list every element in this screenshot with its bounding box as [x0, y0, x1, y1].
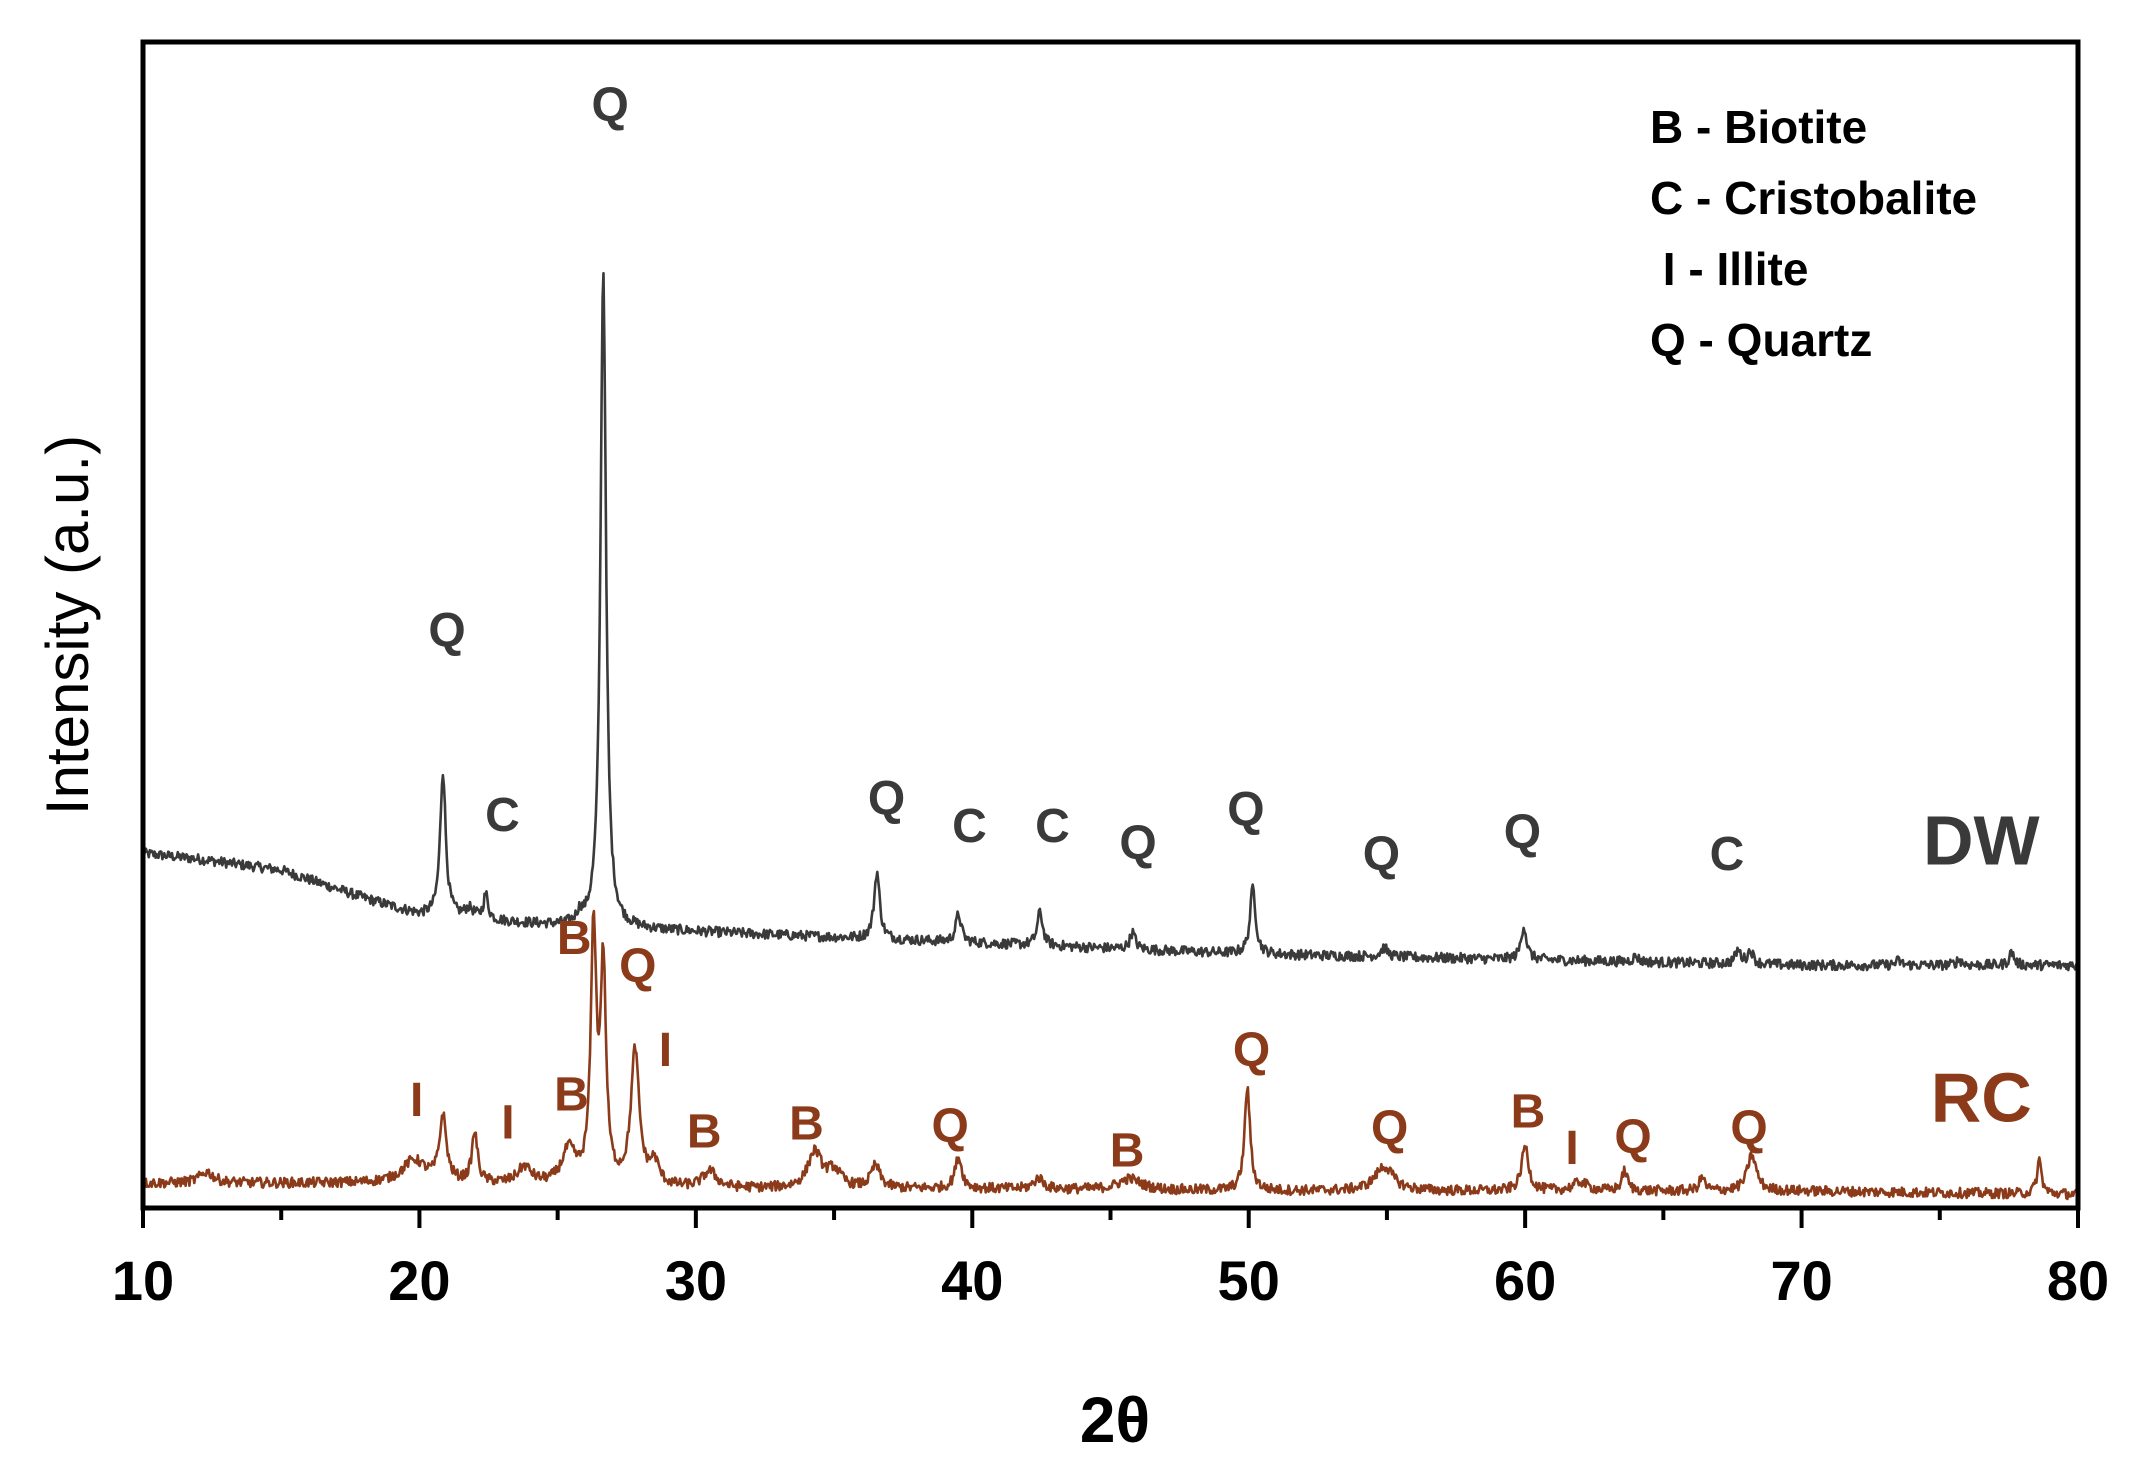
peak-label-dw-3: Q [868, 772, 905, 825]
peak-label-dw-8: Q [1363, 828, 1400, 881]
peak-label-rc-9: B [1110, 1125, 1145, 1178]
x-axis-title: 2θ [1080, 1384, 1150, 1456]
peak-label-rc-10: Q [1233, 1024, 1270, 1077]
peak-label-dw-6: Q [1119, 817, 1156, 870]
x-tick-label-20: 20 [388, 1249, 450, 1312]
peak-label-dw-9: Q [1504, 806, 1541, 859]
peak-label-dw-10: C [1710, 828, 1745, 881]
legend-entry-illite: I - Illite [1650, 243, 1808, 295]
legend: B - Biotite C - Cristobalite I - Illite … [1650, 101, 1977, 366]
x-tick-label-80: 80 [2047, 1249, 2109, 1312]
x-tick-label-40: 40 [941, 1249, 1003, 1312]
peak-label-rc-11: Q [1371, 1102, 1408, 1155]
peak-label-dw-4: C [952, 800, 987, 853]
peak-label-rc-6: B [687, 1106, 722, 1159]
peak-label-rc-15: Q [1730, 1102, 1767, 1155]
x-tick-label-30: 30 [665, 1249, 727, 1312]
series-label-rc: RC [1931, 1059, 2032, 1137]
peak-label-dw-0: Q [428, 605, 465, 658]
x-tick-label-60: 60 [1494, 1249, 1556, 1312]
peak-label-rc-3: I [501, 1097, 514, 1150]
peak-label-rc-5: I [659, 1024, 672, 1077]
peak-label-rc-12: B [1511, 1085, 1546, 1138]
peak-label-dw-5: C [1035, 800, 1070, 853]
x-axis-ticks [141, 1208, 2080, 1228]
peak-label-rc-7: B [789, 1098, 824, 1151]
peak-label-rc-2: I [410, 1074, 423, 1127]
series-label-dw: DW [1923, 802, 2040, 880]
peak-label-rc-0: B [557, 912, 592, 965]
x-tick-label-10: 10 [112, 1249, 174, 1312]
series-line-rc [142, 909, 2080, 1201]
x-axis-tick-labels: 10 20 30 40 50 60 70 80 [112, 1249, 2109, 1312]
y-axis-title: Intensity (a.u.) [34, 435, 101, 815]
peak-label-rc-8: Q [932, 1100, 969, 1153]
x-tick-label-50: 50 [1218, 1249, 1280, 1312]
peak-label-rc-14: Q [1614, 1111, 1651, 1164]
peak-label-dw-2: Q [592, 79, 629, 132]
legend-entry-cristobalite: C - Cristobalite [1650, 172, 1977, 224]
peak-label-rc-1: Q [619, 940, 656, 993]
legend-entry-quartz: Q - Quartz [1650, 314, 1872, 366]
peak-label-rc-13: I [1565, 1122, 1578, 1175]
peak-label-rc-4: B [554, 1069, 589, 1122]
peak-label-dw-7: Q [1227, 784, 1264, 837]
peak-label-dw-1: C [485, 789, 520, 842]
series-layer [141, 271, 2080, 1201]
series-line-dw [141, 271, 2080, 972]
legend-entry-biotite: B - Biotite [1650, 101, 1867, 153]
x-tick-label-70: 70 [1770, 1249, 1832, 1312]
